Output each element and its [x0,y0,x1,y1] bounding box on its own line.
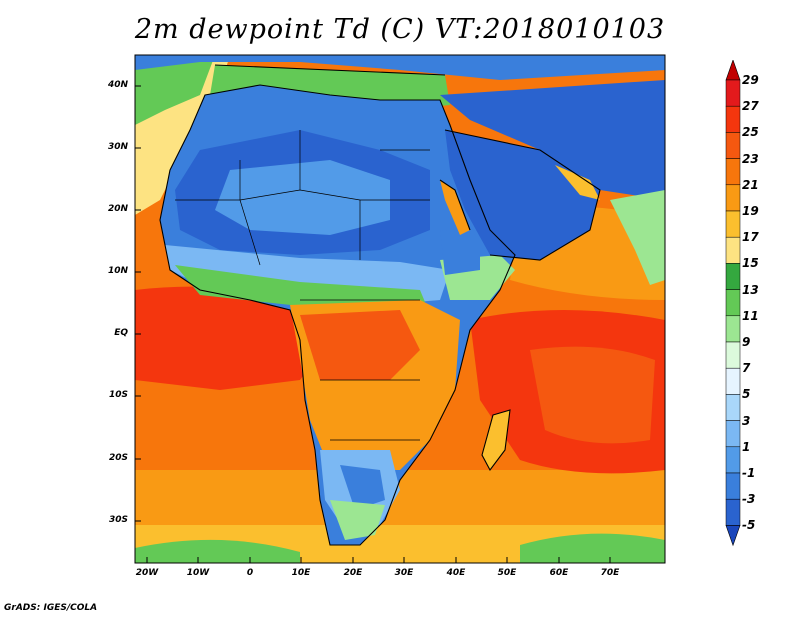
colorbar-label: -5 [742,518,756,533]
indian-ocean-core [530,346,655,444]
lon-label-20e: 20E [343,568,363,578]
lat-label-eq: EQ [114,328,128,338]
colorbar-swatch [725,315,741,343]
footer-credit: GrADS: IGES/COLA [4,603,98,613]
map-frame [134,54,666,564]
colorbar-swatch [725,498,741,526]
axis-ticks [135,85,611,563]
lon-label-10e: 10E [291,568,311,578]
colorbar-swatch [725,210,741,238]
colorbar-label: 11 [742,308,759,323]
lon-label-70e: 70E [600,568,620,578]
red-sea [440,180,470,235]
lon-label-20w: 20W [135,568,159,578]
south-ocean-green-2 [520,533,665,563]
arabian-peninsula [445,130,600,260]
colorbar-swatch [725,158,741,186]
colorbar-label: 5 [742,387,751,402]
country-borders [175,130,430,441]
lat-label-10n: 10N [107,266,128,276]
lat-label-20s: 20S [108,453,128,463]
colorbar-arrow-bottom [725,525,741,547]
lat-label-20n: 20N [107,204,128,214]
colorbar-label: 1 [742,439,751,454]
lat-label-30s: 30S [108,515,128,525]
colorbar-swatch [725,394,741,421]
colorbar-label: 15 [742,256,759,271]
colorbar-label: 17 [742,230,759,245]
colorbar-swatch [725,184,741,212]
lat-label-40n: 40N [107,80,128,90]
sahara-mid [215,160,390,235]
lon-label-50e: 50E [497,568,517,578]
colorbar-label: 9 [742,335,751,349]
colorbar-swatch [725,105,741,133]
colorbar-swatch [725,420,741,448]
europe-land [135,55,665,80]
lon-label-40e: 40E [446,568,466,578]
colorbar-swatch [725,79,741,107]
south-africa-green [330,500,385,540]
colorbar-swatch [725,263,741,290]
colorbar-swatch [725,341,741,369]
map-title: 2m dewpoint Td (C) VT:2018010103 [134,14,666,45]
lon-label-60e: 60E [549,568,569,578]
lon-label-30e: 30E [394,568,414,578]
colorbar-label: 13 [742,282,759,297]
colorbar-label: 19 [742,204,759,218]
gulf-of-guinea-hot [135,286,330,390]
colorbar-swatch [725,132,741,159]
colorbar-label: 7 [742,361,751,376]
colorbar-label: 29 [742,73,759,87]
colorbar-swatch [725,472,741,500]
colorbar-label: 3 [742,413,751,428]
congo-hot [300,310,420,380]
south-ocean-green [135,539,300,563]
kalahari-dry [340,465,385,510]
sahel-green [175,265,425,306]
colorbar-swatch [725,236,741,264]
colorbar-label: -1 [742,466,756,480]
colorbar-swatch [725,289,741,317]
coastlines [159,64,601,546]
colorbar [725,60,741,547]
persian-gulf [555,165,600,200]
lat-label-10s: 10S [108,390,128,400]
ethiopian-highlands [440,230,480,275]
colorbar-swatch [725,446,741,474]
north-atlantic-green [135,55,215,125]
lat-label-30n: 30N [107,142,128,152]
madagascar [482,410,510,470]
colorbar-label: -3 [742,492,756,507]
colorbar-label: 27 [742,99,759,114]
colorbar-arrow-top [725,60,741,81]
colorbar-label: 21 [742,177,759,192]
india [610,190,665,285]
lon-label-0: 0 [246,568,254,578]
colorbar-label: 25 [742,125,759,140]
lon-label-10w: 10W [186,568,210,578]
colorbar-label: 23 [742,151,759,166]
colorbar-swatch [725,367,741,395]
middle-east [440,80,665,200]
